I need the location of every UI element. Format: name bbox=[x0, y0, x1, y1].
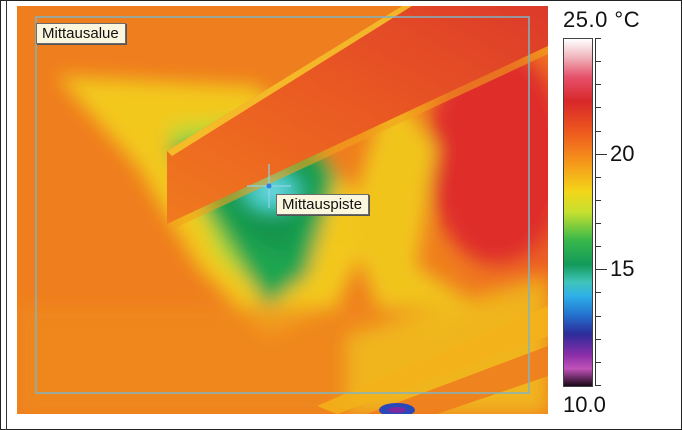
colorbar-end-tick bbox=[595, 38, 601, 39]
crosshair-icon bbox=[247, 164, 291, 208]
colorbar-tick-label: 15 bbox=[610, 256, 635, 281]
measurement-spot-label: Mittauspiste bbox=[276, 194, 370, 215]
colorbar-minor-tick bbox=[595, 316, 601, 317]
colorbar-minor-tick bbox=[595, 362, 601, 363]
lower-beams bbox=[317, 306, 548, 414]
colorbar-minor-tick bbox=[595, 292, 601, 293]
measurement-area-box bbox=[35, 16, 530, 394]
colorbar-major-tick bbox=[595, 269, 607, 270]
colorbar-minor-tick bbox=[595, 107, 601, 108]
colorbar-end-tick bbox=[595, 385, 601, 386]
roof-beam bbox=[167, 6, 548, 228]
colorbar-minor-tick bbox=[595, 131, 601, 132]
page-left-rule bbox=[6, 0, 7, 430]
colorbar-minor-tick bbox=[595, 246, 601, 247]
colorbar-minor-tick bbox=[595, 223, 601, 224]
colorbar-minor-tick bbox=[595, 339, 601, 340]
scale-max-label: 25.0 °C bbox=[563, 7, 641, 32]
colorbar-major-tick bbox=[595, 154, 607, 155]
temperature-colorbar bbox=[563, 38, 593, 387]
measurement-area-label: Mittausalue bbox=[36, 23, 126, 44]
colorbar-minor-tick bbox=[595, 61, 601, 62]
colorbar-minor-tick bbox=[595, 177, 601, 178]
colorbar-minor-tick bbox=[595, 84, 601, 85]
colorbar-tick-label: 20 bbox=[610, 141, 635, 166]
colorbar-axis bbox=[595, 38, 596, 385]
scale-min-label: 10.0 bbox=[563, 392, 606, 417]
colorbar-minor-tick bbox=[595, 200, 601, 201]
